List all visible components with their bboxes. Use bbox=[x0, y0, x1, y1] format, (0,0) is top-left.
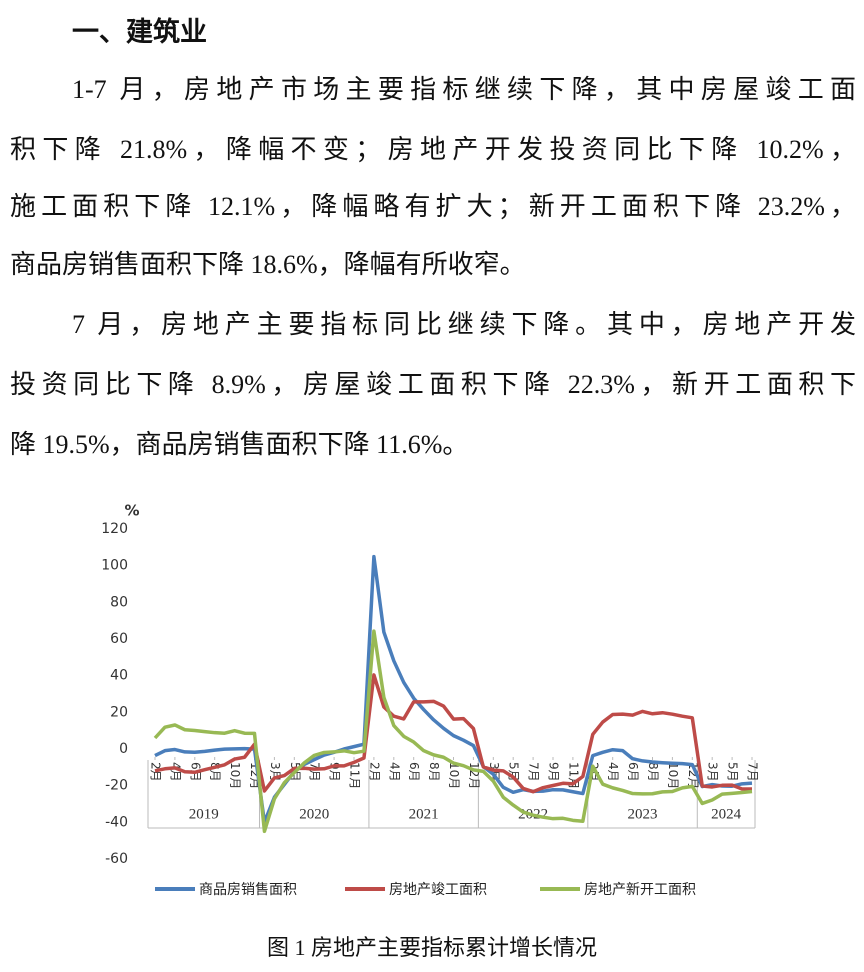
y-tick-label: 80 bbox=[110, 594, 128, 610]
x-tick-label: 3月 bbox=[706, 762, 720, 782]
x-tick-label: 5月 bbox=[726, 762, 740, 782]
x-group-label: 2021 bbox=[409, 806, 439, 822]
x-tick-label: 12月 bbox=[686, 762, 700, 789]
text-line: 商品房销售面积下降 18.6%，降幅有所收窄。 bbox=[10, 250, 526, 279]
legend-label: 房地产竣工面积 bbox=[389, 882, 487, 898]
x-tick-label: 11月 bbox=[348, 762, 362, 789]
x-tick-label: 2月 bbox=[367, 762, 381, 782]
x-tick-label: 8月 bbox=[646, 762, 660, 782]
legend-label: 商品房销售面积 bbox=[199, 882, 297, 898]
y-tick-label: -40 bbox=[105, 814, 128, 830]
x-tick-label: 7月 bbox=[527, 762, 541, 782]
x-group-label: 2020 bbox=[299, 806, 329, 822]
text-line: 1-7 月，房地产市场主要指标继续下降，其中房屋竣工面 bbox=[72, 75, 856, 104]
x-tick-label: 8月 bbox=[427, 762, 441, 782]
x-group-label: 2024 bbox=[711, 806, 742, 822]
legend-label: 房地产新开工面积 bbox=[584, 882, 696, 898]
y-tick-label: 40 bbox=[110, 668, 128, 684]
y-axis-label: % bbox=[124, 502, 139, 520]
text-line: 降 19.5%，商品房销售面积下降 11.6%。 bbox=[10, 430, 469, 459]
heading: 一、建筑业 bbox=[72, 17, 207, 48]
text-line: 积下降 21.8%，降幅不变；房地产开发投资同比下降 10.2%， bbox=[10, 135, 856, 164]
y-tick-label: -20 bbox=[105, 778, 128, 794]
x-tick-label: 10月 bbox=[447, 762, 461, 789]
y-tick-label: 120 bbox=[101, 521, 128, 537]
x-tick-label: 12月 bbox=[467, 762, 481, 789]
x-tick-label: 4月 bbox=[606, 762, 620, 782]
caption: 图 1 房地产主要指标累计增长情况 bbox=[266, 935, 597, 960]
text-line: 7 月，房地产主要指标同比继续下降。其中，房地产开发 bbox=[72, 310, 856, 339]
x-tick-label: 6月 bbox=[407, 762, 421, 782]
x-tick-label: 6月 bbox=[626, 762, 640, 782]
x-tick-label: 10月 bbox=[228, 762, 242, 789]
x-tick-label: 7月 bbox=[308, 762, 322, 782]
y-tick-label: 100 bbox=[101, 558, 128, 574]
y-tick-label: 20 bbox=[110, 704, 128, 720]
x-tick-label: 9月 bbox=[547, 762, 561, 782]
text-line: 投资同比下降 8.9%，房屋竣工面积下降 22.3%，新开工面积下 bbox=[10, 370, 856, 399]
x-group-label: 2019 bbox=[189, 806, 219, 822]
text-line: 施工面积下降 12.1%，降幅略有扩大；新开工面积下降 23.2%， bbox=[10, 192, 856, 221]
x-tick-label: 10月 bbox=[666, 762, 680, 789]
x-tick-label: 7月 bbox=[746, 762, 760, 782]
x-tick-label: 4月 bbox=[387, 762, 401, 782]
y-tick-label: -60 bbox=[105, 851, 128, 867]
series-line bbox=[153, 629, 753, 834]
y-tick-label: 0 bbox=[119, 741, 128, 757]
y-tick-label: 60 bbox=[110, 631, 128, 647]
x-group-label: 2023 bbox=[628, 806, 658, 822]
